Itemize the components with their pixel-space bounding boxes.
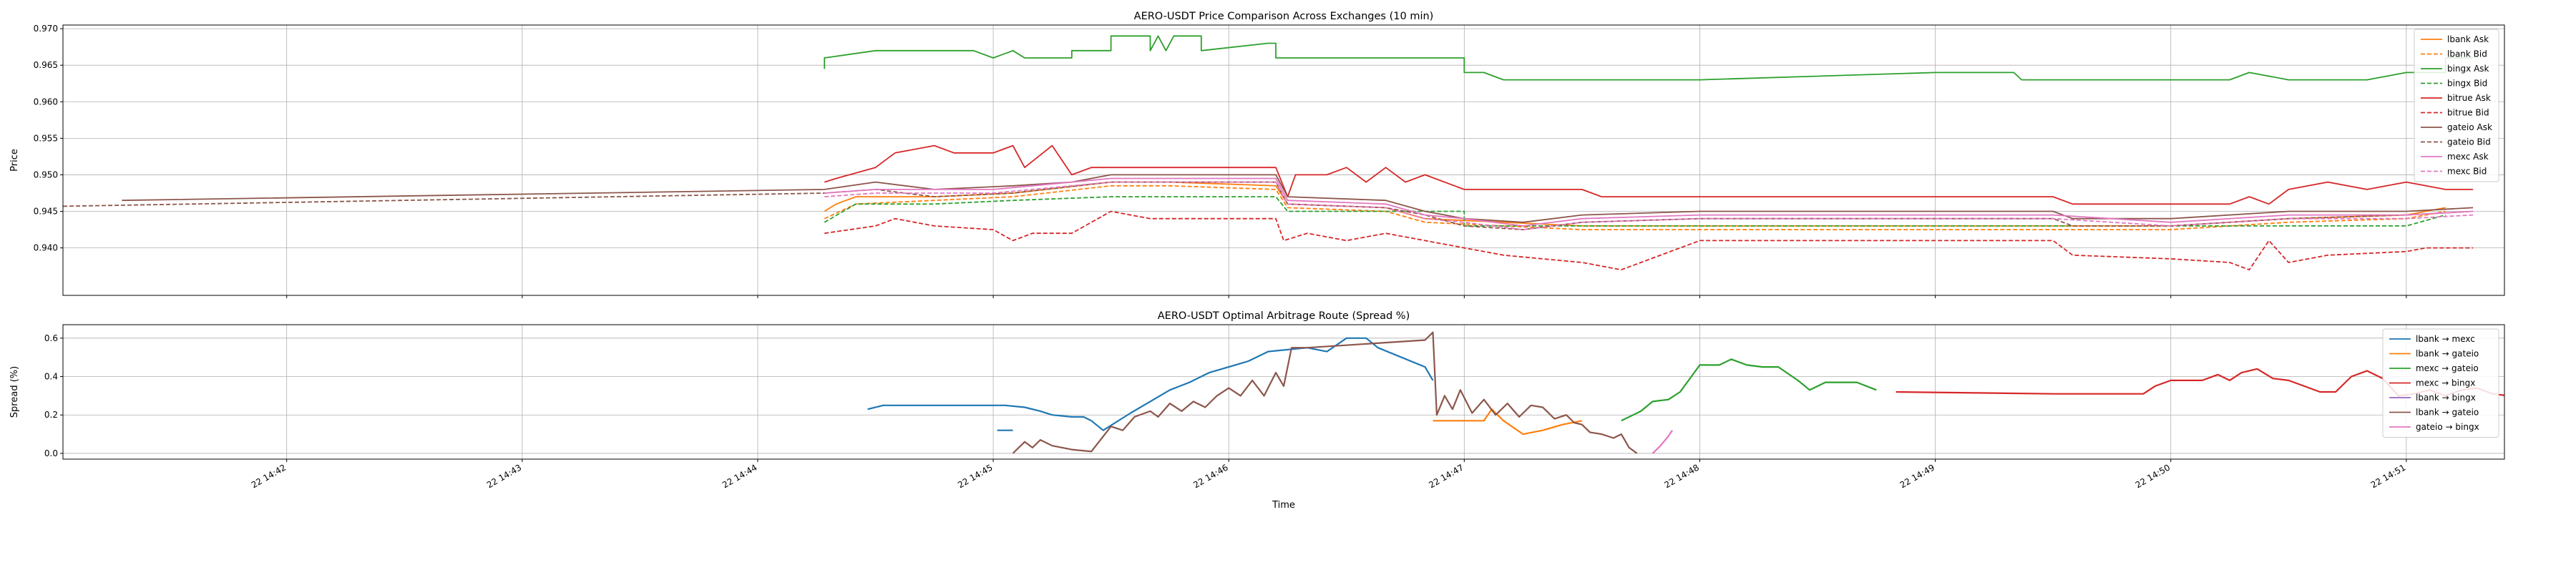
legend-label-lbank-bid: lbank Bid [2447,49,2487,59]
x-tick-label: 22 14:49 [1898,462,1936,490]
series-line-mexc-gateio [1621,359,1877,421]
legend-label-lbank-gateio: lbank → gateio [2416,408,2479,418]
series-line-lbank-gateio [1433,409,1582,434]
series-group [868,333,2576,453]
axes-frame [63,325,2504,459]
y-tick-label: 0.6 [44,333,58,343]
x-tick-label: 22 14:44 [721,462,758,490]
x-tick-label: 22 14:47 [1427,462,1465,490]
y-tick-label: 0.2 [44,410,58,420]
series-line-gateio-bingx [1653,431,1673,453]
x-tick-label: 22 14:48 [1662,462,1700,490]
y-tick-label: 0.4 [44,372,58,382]
y-tick-label: 0.960 [34,97,58,107]
y-tick-label: 0.0 [44,448,58,458]
series-group [63,36,2473,270]
legend-label-lbank-bingx: lbank → bingx [2416,393,2476,403]
legend-label-gateio-ask: gateio Ask [2447,122,2492,132]
y-tick-label: 0.955 [34,133,58,143]
chart-panel-2: 0.0 0.2 0.4 0.6 22 14:42 22 14:43 22 14:44 22 1… [9,310,2576,511]
chart-panel-1: 0.940 0.945 0.950 0.955 0.960 0.965 0.970 AERO-… [9,11,2504,298]
x-tick-label: 22 14:51 [2369,462,2407,490]
series-line-gateio-ask [122,175,2473,222]
legend-label-bitrue-ask: bitrue Ask [2447,93,2491,103]
legend-label-gateio-bid: gateio Bid [2447,137,2491,147]
legend-label-lbank-mexc: lbank → mexc [2416,334,2475,344]
legend-label-lbank-gateio: lbank → gateio [2416,349,2479,359]
legend-label-mexc-gateio: mexc → gateio [2416,363,2479,373]
y-tick-label: 0.940 [34,243,58,253]
legend-label-bitrue-bid: bitrue Bid [2447,108,2489,118]
y-tick-label: 0.965 [34,60,58,70]
x-tick-label: 22 14:43 [485,462,523,490]
legend-label-gateio-bingx: gateio → bingx [2416,422,2479,432]
x-axis-label: Time [1272,500,1295,511]
legend-label-mexc-bingx: mexc → bingx [2416,378,2475,388]
x-tick-label: 22 14:45 [956,462,994,490]
axes-frame [63,25,2504,295]
series-line-lbank-mexc [868,338,1433,431]
legend-label-mexc-bid: mexc Bid [2447,167,2487,177]
y-tick-label: 0.945 [34,207,58,217]
y-tick-label: 0.970 [34,24,58,34]
y-axis-label: Price [9,149,20,172]
y-axis-label: Spread (%) [9,366,20,418]
x-tick-label: 22 14:42 [250,462,288,490]
legend-label-bingx-ask: bingx Ask [2447,64,2489,74]
series-line-bingx-ask [824,36,2473,79]
series-line-lbank-bid [824,186,2446,230]
x-tick-label: 22 14:46 [1191,462,1229,490]
legend-label-mexc-ask: mexc Ask [2447,152,2489,162]
legend-label-lbank-ask: lbank Ask [2447,34,2489,44]
chart-title: AERO-USDT Optimal Arbitrage Route (Sprea… [1158,310,1410,322]
chart-title: AERO-USDT Price Comparison Across Exchan… [1134,11,1434,22]
legend-label-bingx-bid: bingx Bid [2447,79,2487,89]
y-tick-label: 0.950 [34,169,58,180]
series-line-mexc-bid [824,182,2473,230]
x-tick-label: 22 14:50 [2134,462,2172,490]
